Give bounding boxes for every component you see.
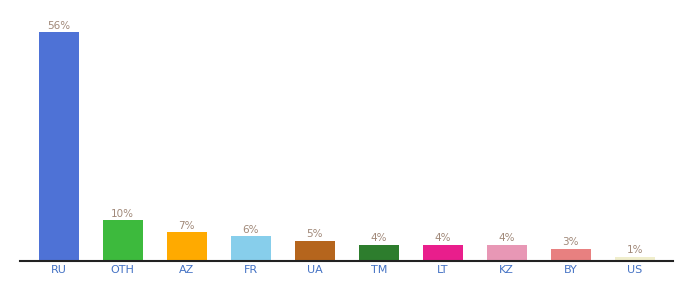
Bar xyxy=(295,241,335,261)
Text: 3%: 3% xyxy=(562,237,579,247)
Text: 4%: 4% xyxy=(498,233,515,243)
Text: 1%: 1% xyxy=(626,245,643,255)
Text: 7%: 7% xyxy=(179,221,195,231)
Bar xyxy=(615,257,655,261)
Bar xyxy=(103,220,143,261)
Bar xyxy=(487,245,526,261)
Text: 4%: 4% xyxy=(435,233,451,243)
Text: 56%: 56% xyxy=(47,20,70,31)
Bar xyxy=(39,32,79,261)
Text: 5%: 5% xyxy=(307,229,323,239)
Bar xyxy=(167,232,207,261)
Text: 4%: 4% xyxy=(371,233,387,243)
Bar xyxy=(551,249,591,261)
Text: 10%: 10% xyxy=(112,208,135,218)
Bar xyxy=(231,236,271,261)
Bar xyxy=(359,245,398,261)
Text: 6%: 6% xyxy=(243,225,259,235)
Bar xyxy=(423,245,462,261)
